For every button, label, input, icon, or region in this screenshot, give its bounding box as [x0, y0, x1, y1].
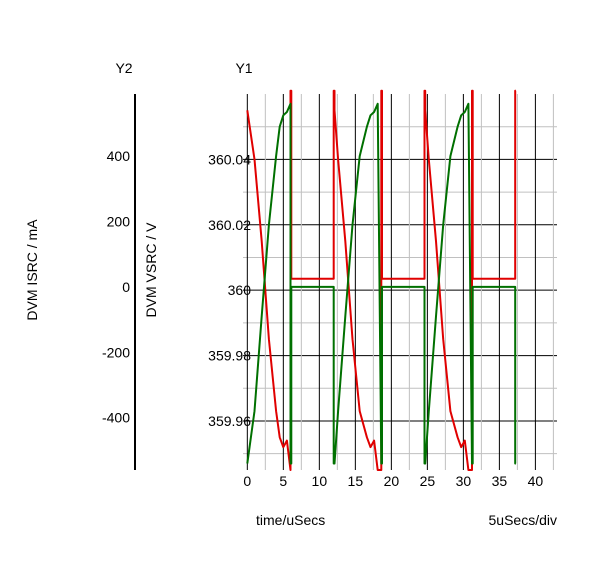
y2-tick-label: -400	[102, 410, 130, 426]
y1-tick-label: 360.04	[208, 151, 251, 167]
x-tick-label: 0	[243, 473, 251, 489]
y2-tick-label: -200	[102, 344, 130, 360]
y1-tick-label: 359.98	[208, 348, 251, 364]
series-line-y2	[246, 102, 517, 465]
x-tick-label: 5	[279, 473, 287, 489]
series-line-y1	[246, 89, 517, 471]
y2-axis-header: Y2	[115, 60, 132, 76]
x-tick-label: 35	[492, 473, 508, 489]
x-tick-label: 20	[384, 473, 400, 489]
series-layer	[246, 89, 517, 471]
y1-axis-label: DVM VSRC / V	[143, 222, 159, 318]
y2-tick-label: 0	[122, 279, 130, 295]
y1-tick-label: 360.02	[208, 217, 251, 233]
y2-tick-label: 200	[107, 214, 131, 230]
x-tick-labels: 0 5 10 15 20 25 30 35 40	[243, 473, 543, 489]
x-tick-label: 40	[528, 473, 544, 489]
y2-tick-label: 400	[107, 148, 131, 164]
y1-tick-label: 359.96	[208, 413, 251, 429]
y2-axis-label: DVM ISRC / mA	[24, 219, 40, 321]
x-tick-label: 30	[456, 473, 472, 489]
x-tick-label: 10	[312, 473, 328, 489]
x-division-label: 5uSecs/div	[489, 512, 557, 528]
y1-tick-labels: 359.96 359.98 360 360.02 360.04	[208, 151, 251, 429]
x-tick-label: 25	[420, 473, 436, 489]
y1-tick-label: 360	[228, 282, 252, 298]
x-tick-label: 15	[348, 473, 364, 489]
y1-axis-header: Y1	[235, 60, 252, 76]
x-axis-label: time/uSecs	[256, 512, 325, 528]
y2-tick-labels: -400 -200 0 200 400	[102, 148, 130, 426]
